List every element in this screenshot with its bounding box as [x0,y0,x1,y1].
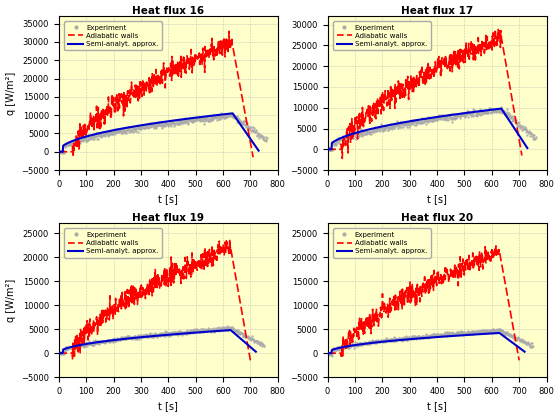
Y-axis label: q [W/m²]: q [W/m²] [6,279,16,322]
Title: Heat flux 19: Heat flux 19 [132,213,204,223]
Legend: Experiment, Adiabatic walls, Semi-analyt. approx.: Experiment, Adiabatic walls, Semi-analyt… [64,229,162,258]
Legend: Experiment, Adiabatic walls, Semi-analyt. approx.: Experiment, Adiabatic walls, Semi-analyt… [64,21,162,50]
X-axis label: t [s]: t [s] [158,402,178,412]
Legend: Experiment, Adiabatic walls, Semi-analyt. approx.: Experiment, Adiabatic walls, Semi-analyt… [333,229,431,258]
Title: Heat flux 16: Heat flux 16 [132,5,204,15]
Title: Heat flux 20: Heat flux 20 [401,213,473,223]
X-axis label: t [s]: t [s] [158,194,178,204]
Title: Heat flux 17: Heat flux 17 [401,5,473,15]
X-axis label: t [s]: t [s] [427,402,447,412]
Y-axis label: q [W/m²]: q [W/m²] [6,72,16,115]
X-axis label: t [s]: t [s] [427,194,447,204]
Legend: Experiment, Adiabatic walls, Semi-analyt. approx.: Experiment, Adiabatic walls, Semi-analyt… [333,21,431,50]
